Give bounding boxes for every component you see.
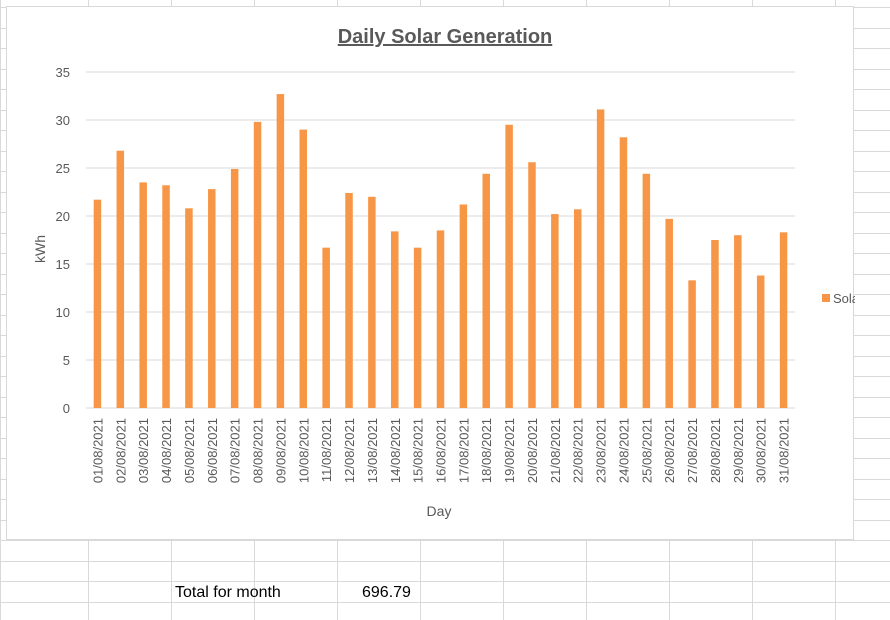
x-tick-label: 04/08/2021 bbox=[159, 418, 174, 483]
bar bbox=[116, 150, 125, 408]
x-tick-label: 25/08/2021 bbox=[639, 418, 654, 483]
bar bbox=[139, 182, 147, 408]
bar bbox=[573, 209, 582, 408]
x-tick-label: 01/08/2021 bbox=[90, 418, 105, 483]
bar bbox=[208, 189, 216, 408]
x-tick-label: 24/08/2021 bbox=[616, 418, 631, 483]
bar bbox=[459, 204, 468, 408]
y-axis-ticks: 0 5 10 15 20 25 30 35 bbox=[56, 65, 70, 416]
x-tick-label: 16/08/2021 bbox=[434, 418, 449, 483]
bar bbox=[253, 121, 262, 409]
x-axis-title: Day bbox=[427, 503, 452, 519]
x-tick-label: 29/08/2021 bbox=[731, 418, 746, 483]
legend-swatch-solar bbox=[822, 294, 830, 302]
y-tick-label: 20 bbox=[56, 209, 70, 224]
legend-label-solar: Solar bbox=[833, 291, 855, 306]
x-tick-label: 14/08/2021 bbox=[388, 418, 403, 483]
bar bbox=[528, 162, 536, 408]
x-tick-label: 21/08/2021 bbox=[548, 418, 563, 483]
bar bbox=[93, 199, 102, 408]
x-tick-label: 15/08/2021 bbox=[411, 418, 426, 483]
bar-series-solar bbox=[93, 94, 788, 409]
x-tick-label: 08/08/2021 bbox=[251, 418, 266, 483]
total-label-cell: Total for month bbox=[175, 584, 281, 601]
bar bbox=[711, 240, 719, 408]
bar bbox=[299, 129, 308, 408]
x-tick-label: 18/08/2021 bbox=[479, 418, 494, 483]
y-tick-label: 30 bbox=[56, 113, 70, 128]
bar bbox=[230, 168, 239, 408]
y-tick-label: 35 bbox=[56, 65, 70, 80]
x-tick-label: 23/08/2021 bbox=[594, 418, 609, 483]
bar bbox=[505, 124, 513, 409]
bar bbox=[551, 214, 559, 408]
y-tick-label: 10 bbox=[56, 305, 70, 320]
x-tick-label: 22/08/2021 bbox=[571, 418, 586, 483]
bar bbox=[619, 137, 628, 408]
x-tick-label: 07/08/2021 bbox=[228, 418, 243, 483]
x-tick-label: 05/08/2021 bbox=[182, 418, 197, 483]
bar bbox=[482, 173, 490, 408]
bar bbox=[162, 185, 170, 408]
bar bbox=[368, 196, 376, 408]
bar bbox=[665, 218, 673, 408]
bar bbox=[413, 247, 422, 408]
x-tick-label: 27/08/2021 bbox=[685, 418, 700, 483]
bar bbox=[436, 230, 445, 408]
bar bbox=[276, 94, 285, 408]
y-tick-label: 5 bbox=[63, 353, 70, 368]
bar bbox=[391, 231, 399, 408]
x-tick-label: 30/08/2021 bbox=[754, 418, 769, 483]
bar bbox=[642, 173, 651, 408]
chart-area[interactable]: Daily Solar Generation 0 5 10 15 20 25 30 35 01… bbox=[6, 6, 855, 540]
y-tick-label: 15 bbox=[56, 257, 70, 272]
y-axis-title: kWh bbox=[32, 235, 48, 263]
bar bbox=[734, 235, 742, 408]
x-tick-label: 13/08/2021 bbox=[365, 418, 380, 483]
x-tick-label: 06/08/2021 bbox=[205, 418, 220, 483]
x-tick-label: 02/08/2021 bbox=[113, 418, 128, 483]
x-tick-label: 11/08/2021 bbox=[319, 418, 334, 482]
x-axis-ticks: 01/08/2021 02/08/2021 03/08/2021 04/08/2021… bbox=[90, 418, 791, 483]
x-tick-label: 12/08/2021 bbox=[342, 418, 357, 483]
y-tick-label: 0 bbox=[63, 401, 70, 416]
total-value-cell: 696.79 bbox=[362, 584, 411, 601]
x-tick-label: 20/08/2021 bbox=[525, 418, 540, 483]
bar bbox=[756, 275, 765, 408]
bar bbox=[185, 208, 193, 408]
x-tick-label: 28/08/2021 bbox=[708, 418, 723, 483]
x-tick-label: 09/08/2021 bbox=[273, 418, 288, 483]
legend: Solar bbox=[822, 291, 855, 306]
x-tick-label: 10/08/2021 bbox=[296, 418, 311, 483]
bar bbox=[596, 109, 605, 408]
x-tick-label: 17/08/2021 bbox=[456, 418, 471, 483]
bar bbox=[688, 280, 696, 408]
chart-title: Daily Solar Generation bbox=[338, 26, 553, 48]
y-tick-label: 25 bbox=[56, 161, 70, 176]
bar-chart: Daily Solar Generation 0 5 10 15 20 25 30 35 01… bbox=[32, 26, 855, 519]
x-tick-label: 26/08/2021 bbox=[662, 418, 677, 483]
x-tick-label: 31/08/2021 bbox=[777, 418, 792, 483]
bar bbox=[322, 247, 330, 408]
x-tick-label: 19/08/2021 bbox=[502, 418, 517, 483]
bar bbox=[345, 192, 353, 408]
bar bbox=[779, 232, 788, 408]
x-tick-label: 03/08/2021 bbox=[136, 418, 151, 483]
